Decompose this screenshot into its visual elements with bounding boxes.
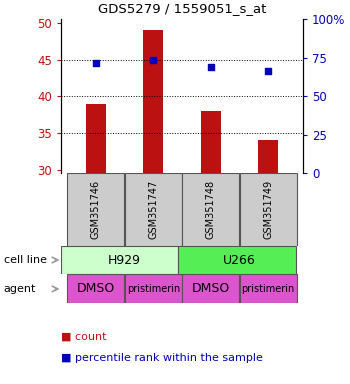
Bar: [61, 245, 178, 275]
Text: DMSO: DMSO: [192, 282, 230, 295]
Bar: [258, 140, 278, 173]
Text: ■ percentile rank within the sample: ■ percentile rank within the sample: [61, 353, 263, 363]
Bar: [201, 111, 221, 173]
Text: GSM351749: GSM351749: [263, 180, 273, 239]
Bar: [239, 173, 297, 245]
Text: GSM351746: GSM351746: [91, 180, 101, 239]
Text: U266: U266: [223, 253, 256, 266]
Bar: [125, 275, 182, 303]
Text: ■ count: ■ count: [61, 332, 107, 342]
Text: pristimerin: pristimerin: [241, 284, 295, 294]
Point: [93, 60, 99, 66]
Bar: [67, 173, 125, 245]
Bar: [125, 173, 182, 245]
Point: [150, 56, 156, 63]
Text: H929: H929: [108, 253, 141, 266]
Point: [208, 64, 213, 70]
Text: cell line: cell line: [4, 255, 47, 265]
Title: GDS5279 / 1559051_s_at: GDS5279 / 1559051_s_at: [98, 2, 266, 15]
Bar: [67, 275, 125, 303]
Bar: [143, 30, 163, 173]
Text: GSM351747: GSM351747: [148, 180, 158, 239]
Text: agent: agent: [4, 284, 36, 294]
Point: [265, 68, 271, 74]
Bar: [86, 104, 106, 173]
Text: GSM351748: GSM351748: [206, 180, 216, 239]
Bar: [182, 173, 239, 245]
Text: DMSO: DMSO: [77, 282, 115, 295]
Bar: [182, 275, 239, 303]
Text: pristimerin: pristimerin: [127, 284, 180, 294]
Bar: [239, 275, 297, 303]
Bar: [178, 245, 295, 275]
